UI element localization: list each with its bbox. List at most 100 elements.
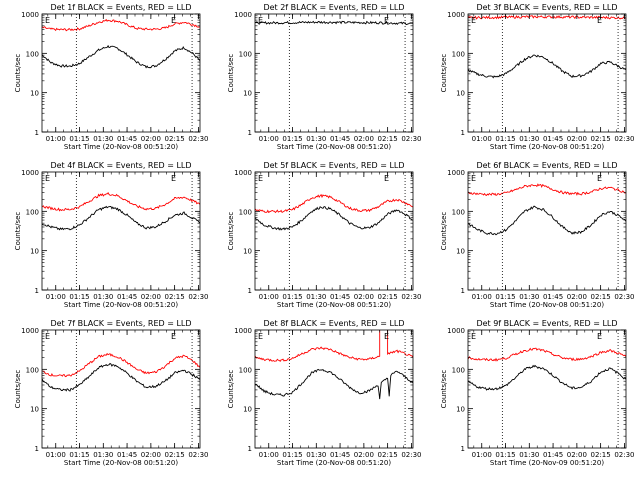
x-tick-label: 01:45 bbox=[543, 293, 563, 301]
y-tick-label: 100 bbox=[452, 50, 465, 58]
x-tick-label: 01:45 bbox=[330, 135, 350, 143]
x-axis-label: Start Time (20-Nov-08 00:51:20) bbox=[490, 301, 604, 309]
x-tick-label: 01:30 bbox=[306, 293, 326, 301]
event-annotation: E bbox=[171, 174, 176, 183]
y-tick-label: 1000 bbox=[21, 327, 39, 335]
y-tick-label: 1000 bbox=[234, 11, 252, 19]
x-tick-label: 02:15 bbox=[591, 293, 611, 301]
x-tick-label: 02:00 bbox=[141, 451, 161, 459]
series-line-events bbox=[42, 362, 200, 392]
plot-frame bbox=[254, 171, 414, 291]
x-axis-label: Start Time (20-Nov-08 00:51:20) bbox=[64, 459, 178, 467]
y-tick-label: 10 bbox=[243, 90, 252, 98]
series-line-events bbox=[42, 44, 200, 69]
x-tick-label: 02:15 bbox=[378, 293, 398, 301]
y-tick-label: 1 bbox=[35, 445, 39, 453]
x-tick-label: 02:15 bbox=[165, 451, 185, 459]
x-tick-label: 01:15 bbox=[495, 451, 515, 459]
series-line-events bbox=[468, 54, 626, 79]
x-tick-label: 01:00 bbox=[259, 135, 279, 143]
event-annotation: E bbox=[471, 174, 476, 183]
x-tick-label: 01:45 bbox=[117, 135, 137, 143]
x-tick-label: 02:30 bbox=[401, 135, 421, 143]
x-tick-label: 02:15 bbox=[591, 451, 611, 459]
x-tick-label: 01:15 bbox=[282, 293, 302, 301]
y-tick-label: 1000 bbox=[21, 169, 39, 177]
y-tick-label: 1 bbox=[35, 129, 39, 137]
event-annotation: E bbox=[471, 332, 476, 341]
event-annotation: E bbox=[258, 332, 263, 341]
plot-frame bbox=[254, 329, 414, 449]
series-line-events bbox=[42, 205, 200, 231]
x-tick-label: 01:45 bbox=[330, 293, 350, 301]
chart-panel: Det 4f BLACK = Events, RED = LLD 1 10 100 10… bbox=[14, 161, 209, 309]
y-tick-label: 10 bbox=[456, 406, 465, 414]
x-tick-label: 01:30 bbox=[519, 451, 539, 459]
x-axis-label: Start Time (20-Nov-08 00:51:20) bbox=[277, 459, 391, 467]
plot-frame bbox=[467, 171, 627, 291]
series-line-lld bbox=[42, 18, 200, 32]
series-line-events bbox=[255, 368, 413, 400]
x-tick-label: 02:30 bbox=[614, 451, 634, 459]
y-tick-label: 10 bbox=[30, 90, 39, 98]
y-tick-label: 10 bbox=[243, 406, 252, 414]
x-tick-label: 01:45 bbox=[117, 293, 137, 301]
y-axis-label: Counts/sec bbox=[440, 370, 448, 409]
x-tick-label: 01:15 bbox=[495, 135, 515, 143]
chart-panel: Det 1f BLACK = Events, RED = LLD 1 10 100 10… bbox=[14, 3, 209, 151]
x-tick-label: 02:30 bbox=[614, 135, 634, 143]
y-tick-label: 100 bbox=[26, 50, 39, 58]
x-tick-label: 01:45 bbox=[543, 135, 563, 143]
y-tick-label: 100 bbox=[239, 50, 252, 58]
x-tick-label: 01:30 bbox=[93, 135, 113, 143]
x-tick-label: 01:30 bbox=[306, 135, 326, 143]
y-axis-label: Counts/sec bbox=[440, 54, 448, 93]
series-line-lld bbox=[468, 14, 626, 20]
x-tick-label: 02:00 bbox=[567, 135, 587, 143]
x-axis-label: Start Time (20-Nov-09 00:51:20) bbox=[490, 459, 604, 467]
event-annotation: E bbox=[384, 16, 389, 25]
chart-panel: Det 6f BLACK = Events, RED = LLD 1 10 100 10… bbox=[440, 161, 635, 309]
x-axis-label: Start Time (20-Nov-08 00:51:20) bbox=[64, 143, 178, 151]
x-tick-label: 02:00 bbox=[354, 135, 374, 143]
event-annotation: E bbox=[384, 174, 389, 183]
x-tick-label: 01:00 bbox=[46, 293, 66, 301]
event-annotation: E bbox=[45, 16, 50, 25]
x-tick-label: 01:00 bbox=[472, 293, 492, 301]
x-tick-label: 01:30 bbox=[306, 451, 326, 459]
y-axis-label: Counts/sec bbox=[14, 212, 22, 251]
y-tick-label: 1000 bbox=[21, 11, 39, 19]
event-annotation: E bbox=[384, 332, 389, 341]
y-axis-label: Counts/sec bbox=[227, 54, 235, 93]
y-axis-label: Counts/sec bbox=[440, 212, 448, 251]
chart-title: Det 6f BLACK = Events, RED = LLD bbox=[476, 161, 617, 170]
y-tick-label: 1 bbox=[248, 129, 252, 137]
x-tick-label: 02:30 bbox=[188, 135, 208, 143]
series-line-lld bbox=[42, 352, 200, 378]
x-tick-label: 02:30 bbox=[401, 293, 421, 301]
chart-panel: Det 9f BLACK = Events, RED = LLD 1 10 100 10… bbox=[440, 319, 635, 467]
y-tick-label: 1000 bbox=[447, 327, 465, 335]
x-tick-label: 02:00 bbox=[567, 293, 587, 301]
x-tick-label: 02:15 bbox=[165, 293, 185, 301]
event-annotation: E bbox=[171, 332, 176, 341]
plot-frame bbox=[41, 13, 201, 133]
event-annotation: E bbox=[597, 332, 602, 341]
event-annotation: E bbox=[258, 174, 263, 183]
x-tick-label: 01:15 bbox=[69, 293, 89, 301]
event-annotation: E bbox=[171, 16, 176, 25]
chart-title: Det 8f BLACK = Events, RED = LLD bbox=[263, 319, 404, 328]
y-tick-label: 1000 bbox=[234, 169, 252, 177]
chart-title: Det 9f BLACK = Events, RED = LLD bbox=[476, 319, 617, 328]
x-tick-label: 01:15 bbox=[69, 451, 89, 459]
x-tick-label: 01:00 bbox=[46, 135, 66, 143]
x-tick-label: 01:30 bbox=[93, 293, 113, 301]
y-axis-label: Counts/sec bbox=[14, 370, 22, 409]
series-line-lld bbox=[42, 192, 200, 212]
plot-frame bbox=[41, 329, 201, 449]
x-tick-label: 02:00 bbox=[141, 135, 161, 143]
y-tick-label: 10 bbox=[456, 90, 465, 98]
y-axis-label: Counts/sec bbox=[227, 212, 235, 251]
